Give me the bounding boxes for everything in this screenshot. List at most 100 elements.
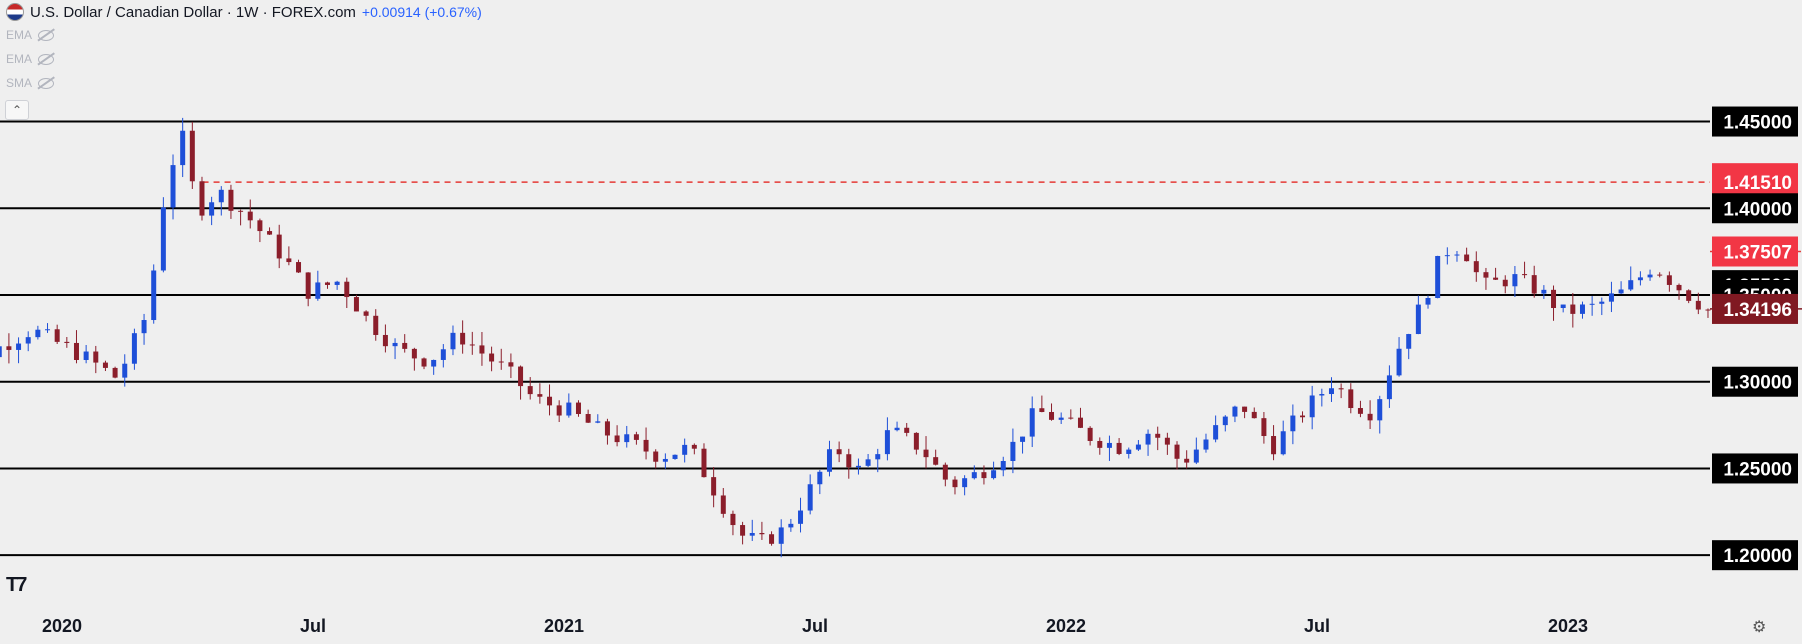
- candle-body: [1647, 274, 1653, 278]
- eye-hidden-icon[interactable]: [38, 53, 55, 65]
- candle-body: [93, 351, 99, 363]
- tradingview-logo-icon[interactable]: T7: [6, 574, 27, 596]
- indicator-ema-2[interactable]: EMA: [6, 52, 55, 66]
- candle-body: [83, 351, 89, 360]
- symbol-header: U.S. Dollar / Canadian Dollar · 1W · FOR…: [6, 3, 482, 21]
- price-label-box: [1712, 540, 1798, 571]
- candle-body: [296, 262, 302, 273]
- candlestick-series: [0, 117, 1798, 558]
- candle-body: [508, 362, 514, 367]
- candle-body: [653, 451, 659, 462]
- candle-body: [440, 349, 446, 360]
- candle-body: [0, 346, 2, 358]
- candle-body: [1435, 255, 1441, 299]
- candle-body: [112, 367, 118, 378]
- candle-body: [855, 465, 861, 468]
- candle-body: [382, 334, 388, 347]
- candle-body: [1010, 441, 1016, 462]
- candle-body: [1193, 449, 1199, 463]
- candle-body: [16, 343, 22, 350]
- candle-body: [1097, 440, 1103, 448]
- time-axis-tick-label: Jul: [1304, 616, 1330, 636]
- candle-body: [981, 472, 987, 479]
- candle-body: [1618, 289, 1624, 294]
- candle-body: [363, 311, 369, 316]
- candle-body: [450, 332, 456, 350]
- candle-body: [1415, 304, 1421, 335]
- candle-body: [595, 421, 601, 423]
- candle-body: [875, 454, 881, 460]
- indicator-label: SMA: [6, 76, 33, 90]
- candle-body: [1251, 411, 1257, 419]
- candle-body: [1068, 417, 1074, 419]
- candle-body: [691, 444, 697, 449]
- candle-body: [228, 189, 234, 211]
- candle-body: [353, 297, 359, 312]
- eye-hidden-icon[interactable]: [38, 29, 55, 41]
- candle-body: [267, 231, 273, 235]
- price-label-box: [1712, 236, 1798, 267]
- candle-body: [209, 202, 215, 216]
- candle-body: [1116, 442, 1122, 454]
- candle-body: [1087, 427, 1093, 441]
- candle-body: [1377, 399, 1383, 421]
- settings-gear-icon[interactable]: ⚙: [1752, 619, 1767, 636]
- candle-body: [402, 342, 408, 349]
- candle-body: [122, 363, 128, 378]
- candle-body: [1126, 449, 1132, 454]
- candle-body: [1155, 433, 1161, 438]
- candle-body: [180, 130, 186, 166]
- candle-body: [575, 402, 581, 415]
- candle-body: [1357, 408, 1363, 414]
- indicator-label: EMA: [6, 28, 33, 42]
- symbol-title[interactable]: U.S. Dollar / Canadian Dollar · 1W · FOR…: [30, 3, 356, 21]
- candle-body: [1319, 394, 1325, 396]
- candle-body: [276, 234, 282, 259]
- candle-body: [1454, 254, 1460, 256]
- candle-body: [894, 427, 900, 431]
- candle-body: [1039, 408, 1045, 412]
- indicator-sma[interactable]: SMA: [6, 76, 55, 90]
- candle-body: [884, 430, 890, 455]
- candle-body: [344, 281, 350, 298]
- candle-body: [1493, 277, 1499, 280]
- candle-body: [6, 346, 12, 350]
- candle-body: [334, 281, 340, 285]
- indicator-ema-1[interactable]: EMA: [6, 28, 55, 42]
- candle-body: [952, 479, 958, 488]
- candle-body: [720, 495, 726, 514]
- candle-body: [556, 405, 562, 416]
- candle-body: [1686, 290, 1692, 301]
- candle-body: [942, 464, 948, 480]
- candle-body: [933, 457, 939, 465]
- candle-body: [1280, 431, 1286, 455]
- candle-body: [730, 513, 736, 526]
- time-axis-tick-label: Jul: [300, 616, 326, 636]
- candle-body: [614, 435, 620, 443]
- candle-body: [460, 332, 466, 345]
- price-label-text: 1.40000: [1723, 199, 1792, 220]
- candle-body: [1425, 298, 1431, 305]
- candle-body: [1705, 309, 1711, 311]
- price-label-text: 1.34196: [1723, 300, 1792, 321]
- candle-body: [131, 333, 137, 364]
- candle-body: [1464, 254, 1470, 262]
- eye-hidden-icon[interactable]: [38, 77, 55, 89]
- price-label-text: 1.25000: [1723, 459, 1792, 480]
- candle-body: [1348, 389, 1354, 409]
- candle-body: [1232, 406, 1238, 417]
- candle-body: [1135, 444, 1141, 450]
- candle-body: [604, 421, 610, 436]
- price-label-box: [1712, 366, 1798, 397]
- collapse-chevron-icon[interactable]: ⌃: [5, 100, 29, 120]
- candle-body: [1579, 304, 1585, 314]
- price-change: +0.00914 (+0.67%): [361, 4, 482, 20]
- candle-body: [1222, 416, 1228, 426]
- candle-body: [141, 320, 147, 334]
- candle-body: [913, 432, 919, 450]
- candle-body: [1599, 301, 1605, 304]
- candle-body: [421, 358, 427, 367]
- candle-body: [547, 396, 553, 406]
- candle-body: [35, 329, 41, 338]
